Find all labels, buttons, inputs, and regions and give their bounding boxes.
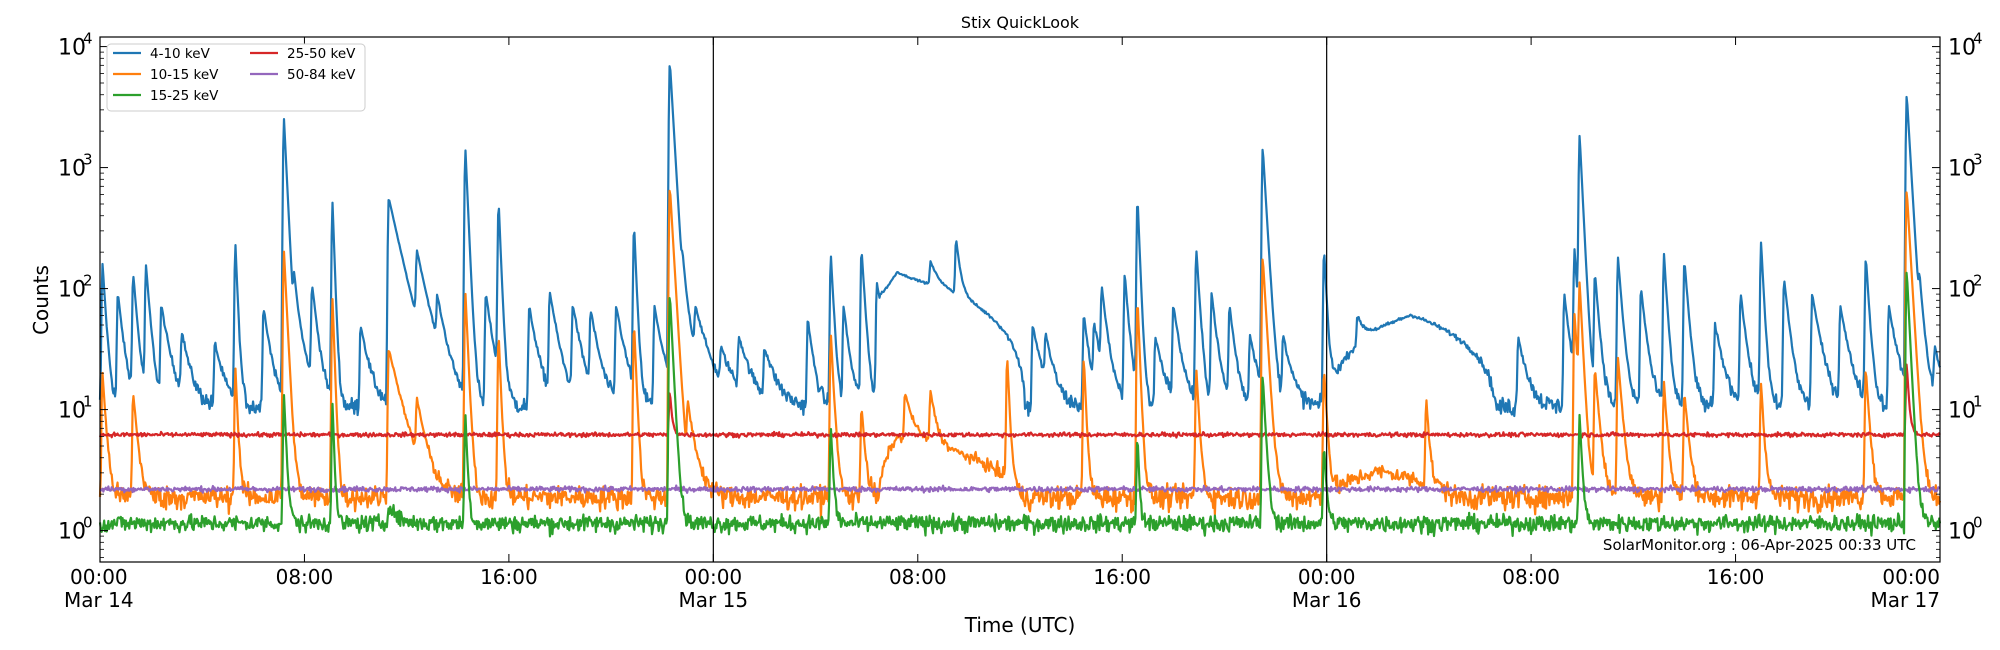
y-tick-label: 101 (58, 393, 93, 424)
series-line-4-10-kev (98, 65, 1942, 418)
x-tick-sublabel: Mar 15 (679, 588, 749, 612)
y-tick-base: 10 (58, 157, 86, 182)
y-tick-base-right: 10 (1948, 399, 1976, 424)
x-tick-sublabel: Mar 16 (1292, 588, 1362, 612)
y-tick-label: 103 (58, 151, 93, 182)
y-tick-label-right: 102 (1948, 272, 1983, 303)
y-tick-label-right: 104 (1948, 30, 1983, 61)
y-tick-label-right: 103 (1948, 151, 1983, 182)
y-tick-base-right: 10 (1948, 278, 1976, 303)
x-tick-sublabel: Mar 14 (64, 588, 134, 612)
legend: 4-10 keV 10-15 keV 15-25 keV 25-50 keV 50-84… (106, 43, 366, 112)
day-divider-layer (712, 37, 1328, 562)
y-tick-base: 10 (58, 36, 86, 61)
y-tick-exponent-right: 0 (1973, 514, 1983, 532)
legend-label-10-15-kev: 10-15 keV (150, 67, 219, 83)
chart-title: Stix QuickLook (961, 13, 1080, 32)
y-tick-exponent: 0 (83, 514, 93, 532)
y-tick-base: 10 (58, 520, 86, 545)
y-axis-label: Counts (29, 265, 53, 335)
solarmonitor-annotation: SolarMonitor.org : 06-Apr-2025 00:33 UTC (1603, 536, 1916, 554)
x-tick-label: 08:00 (1502, 565, 1560, 589)
y-tick-base-right: 10 (1948, 157, 1976, 182)
series-line-15-25-kev (98, 271, 1942, 538)
y-tick-exponent-right: 2 (1973, 272, 1983, 290)
y-tick-exponent: 4 (83, 30, 93, 48)
x-tick-label: 16:00 (480, 565, 538, 589)
legend-label-15-25-kev: 15-25 keV (150, 88, 219, 104)
y-tick-exponent: 3 (83, 151, 93, 169)
y-tick-base: 10 (58, 399, 86, 424)
x-tick-label: 00:00 (685, 565, 743, 589)
x-tick-label: 00:00 (1298, 565, 1356, 589)
y-tick-label: 102 (58, 272, 93, 303)
x-axis-label: Time (UTC) (964, 613, 1076, 637)
legend-label-4-10-kev: 4-10 keV (150, 46, 211, 62)
series-layer (98, 65, 1942, 538)
plot-frame (99, 36, 1941, 563)
x-tick-label: 00:00 (70, 565, 128, 589)
x-tick-label: 16:00 (1093, 565, 1151, 589)
y-tick-exponent-right: 3 (1973, 151, 1983, 169)
y-tick-exponent-right: 4 (1973, 30, 1983, 48)
x-tick-label: 08:00 (889, 565, 947, 589)
x-tick-label: 08:00 (276, 565, 334, 589)
y-tick-exponent: 2 (83, 272, 93, 290)
y-tick-label-right: 100 (1948, 514, 1983, 545)
y-tick-exponent: 1 (83, 393, 93, 411)
x-tick-sublabel: Mar 17 (1870, 588, 1940, 612)
series-line-50-84-kev (99, 484, 1941, 495)
y-tick-base-right: 10 (1948, 520, 1976, 545)
y-tick-label: 104 (58, 30, 93, 61)
y-tick-label-right: 101 (1948, 393, 1983, 424)
y-tick-label: 100 (58, 514, 93, 545)
series-line-10-15-kev (98, 189, 1942, 520)
y-tick-exponent-right: 1 (1973, 393, 1983, 411)
y-tick-base-right: 10 (1948, 36, 1976, 61)
series-line-25-50-kev (98, 363, 1941, 439)
x-tick-label: 00:00 (1882, 565, 1940, 589)
legend-frame (106, 43, 366, 112)
x-tick-label: 16:00 (1707, 565, 1765, 589)
legend-label-25-50-kev: 25-50 keV (287, 46, 356, 62)
legend-label-50-84-kev: 50-84 keV (287, 67, 356, 83)
y-tick-base: 10 (58, 278, 86, 303)
